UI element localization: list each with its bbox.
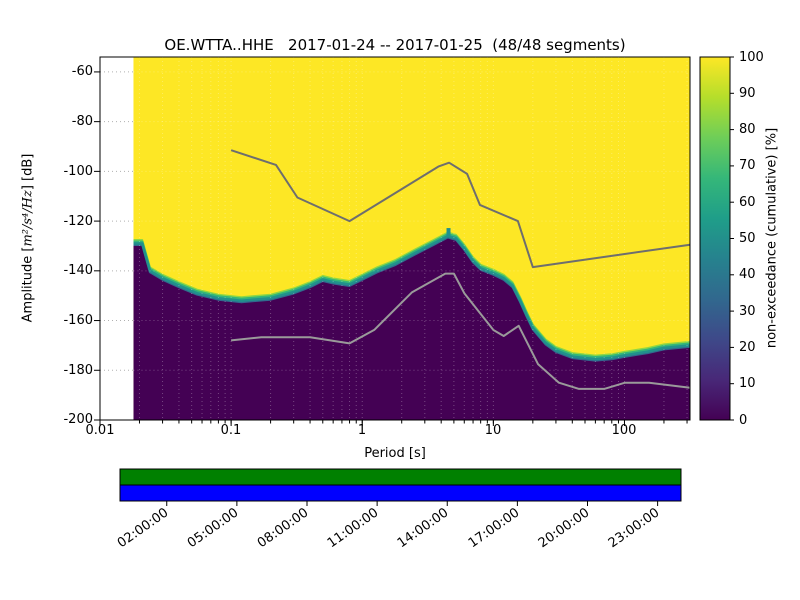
x-tick-label: 100 (611, 423, 637, 438)
plot-title: OE.WTTA..HHE 2017-01-24 -- 2017-01-25 (4… (164, 36, 626, 54)
colorbar-tick-label: 30 (739, 304, 756, 319)
y-tick-label: -200 (63, 412, 93, 427)
colorbar-tick-label: 0 (739, 413, 748, 428)
y-tick-label: -60 (71, 64, 93, 79)
x-axis-label: Period [s] (364, 446, 426, 461)
y-tick-label: -180 (63, 363, 93, 378)
y-tick-label: -160 (63, 313, 93, 328)
x-tick-label: 1 (357, 423, 367, 438)
colorbar-tick-label: 90 (739, 86, 756, 101)
y-tick-label: -120 (63, 214, 93, 229)
y-axis-label: Amplitude [m²/s⁴/Hz] [dB] (21, 154, 36, 323)
y-tick-label: -80 (71, 114, 93, 129)
grid-over (133, 57, 690, 420)
colorbar-tick-label: 40 (739, 267, 756, 282)
x-tick-label: 0.1 (220, 423, 242, 438)
colorbar-tick-label: 100 (739, 50, 764, 65)
axis-ticks (94, 56, 734, 426)
plot-border (99, 56, 691, 421)
y-tick-label: -100 (63, 164, 93, 179)
timebar-coverage-green (119, 468, 682, 486)
nhnm-noise-model-line (230, 149, 691, 269)
heatmap-low-region (133, 236, 690, 420)
nlnm-noise-model-line (230, 272, 691, 390)
y-axis-label-units: m²/s⁴/Hz (20, 190, 36, 247)
x-tick-label: 0.01 (85, 423, 115, 438)
y-axis-label-prefix: Amplitude [ (20, 246, 36, 323)
colorbar-tick-label: 20 (739, 340, 756, 355)
colorbar-label: non-exceedance (cumulative) [%] (764, 127, 780, 349)
y-tick-label: -140 (63, 263, 93, 278)
x-tick-label: 10 (484, 423, 502, 438)
colorbar-tick-label: 70 (739, 158, 756, 173)
colorbar-tick-label: 10 (739, 376, 756, 391)
colorbar-tick-label: 50 (739, 231, 756, 246)
timebar-data-blue (119, 484, 682, 502)
y-axis-label-suffix: ] [dB] (20, 153, 36, 191)
colorbar (699, 56, 731, 421)
colorbar-tick-label: 60 (739, 195, 756, 210)
colorbar-tick-label: 80 (739, 122, 756, 137)
